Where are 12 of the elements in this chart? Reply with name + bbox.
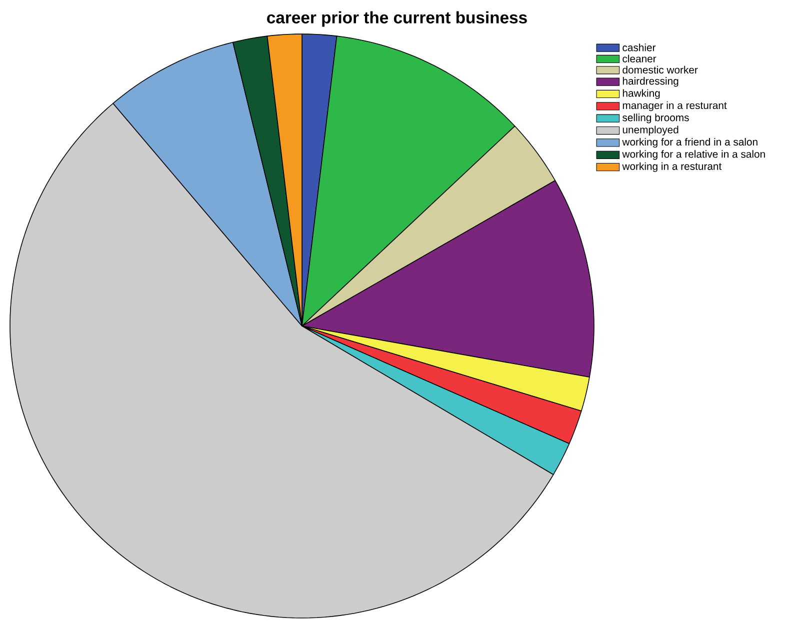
legend-label: hairdressing (622, 77, 678, 87)
legend-label: working for a relative in a salon (622, 150, 765, 160)
legend-label: selling brooms (622, 114, 689, 124)
legend-label: manager in a resturant (622, 101, 727, 112)
legend-label: hawking (622, 89, 660, 99)
chart-title: career prior the current business (267, 11, 527, 27)
legend-label: working for a friend in a salon (622, 138, 758, 148)
legend-label: cashier (622, 44, 656, 52)
legend-label: domestic worker (622, 66, 698, 74)
legend-label: cleaner (622, 54, 656, 62)
legend-label: working in a resturant (622, 162, 722, 172)
legend-label: unemployed (622, 126, 678, 136)
